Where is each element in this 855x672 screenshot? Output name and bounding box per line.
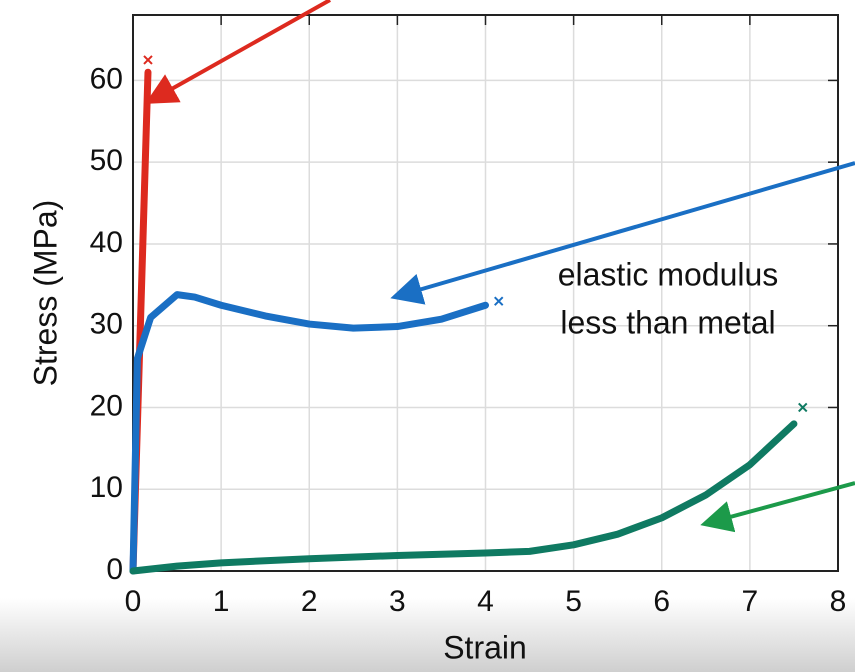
x-tick-label: 1 bbox=[213, 585, 230, 618]
arrow bbox=[700, 481, 855, 533]
line bbox=[129, 291, 489, 575]
fracture-marker bbox=[494, 296, 504, 306]
y-axis-label: Stress (MPa) bbox=[27, 200, 63, 387]
x-tick-label: 6 bbox=[653, 585, 670, 618]
x-tick-label: 0 bbox=[125, 585, 142, 618]
arrow bbox=[390, 161, 855, 305]
y-tick-label: 0 bbox=[106, 553, 123, 586]
x-tick-label: 7 bbox=[742, 585, 759, 618]
fracture-marker bbox=[798, 402, 808, 413]
y-tick-label: 40 bbox=[90, 226, 123, 259]
y-tick-label: 10 bbox=[90, 471, 123, 504]
plot: 0 1 2 3 4 5 6 7 8 0 10 20 30 40 50 60 bbox=[90, 14, 847, 618]
line bbox=[129, 420, 798, 575]
y-tick-label: 20 bbox=[90, 389, 123, 422]
annotation: less than metal bbox=[560, 304, 775, 340]
y-tick-label: 60 bbox=[90, 62, 123, 95]
y-tick-label: 50 bbox=[90, 144, 123, 177]
x-tick-label: 2 bbox=[301, 585, 318, 618]
x-tick-label: 8 bbox=[830, 585, 847, 618]
x-tick-label: 3 bbox=[389, 585, 406, 618]
x-tick-label: 5 bbox=[565, 585, 582, 618]
plot-frame bbox=[132, 14, 839, 572]
x-tick-label: 4 bbox=[477, 585, 494, 618]
fracture-marker bbox=[143, 55, 153, 65]
y-tick-label: 30 bbox=[90, 308, 123, 341]
bottom-band bbox=[0, 598, 855, 672]
x-axis-label: Strain bbox=[443, 629, 527, 665]
arrow bbox=[145, 0, 331, 104]
annotation: elastic modulus bbox=[558, 256, 779, 292]
